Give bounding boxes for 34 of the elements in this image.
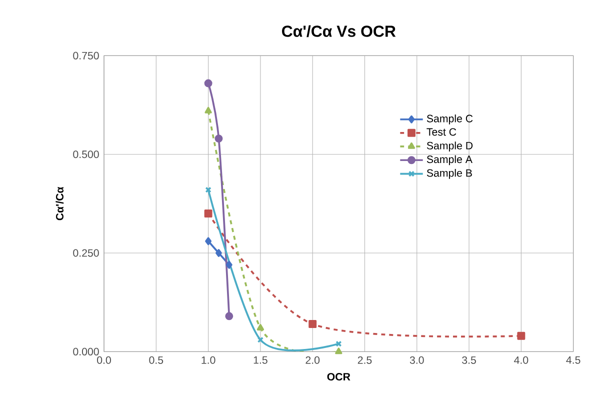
legend-label: Sample A — [426, 155, 472, 166]
point — [308, 320, 317, 328]
x-tick-label: 2.0 — [306, 356, 320, 364]
point — [226, 260, 232, 269]
point — [257, 336, 264, 343]
point — [204, 106, 212, 114]
point — [214, 134, 223, 143]
x-tick-label: 1.0 — [202, 356, 216, 364]
y-tick-label: 0.000 — [73, 348, 99, 356]
y-tick-label: 0.250 — [73, 249, 99, 257]
point — [204, 79, 212, 88]
x-tick-label: 2.5 — [358, 356, 372, 364]
x-tick-label: 1.5 — [254, 356, 268, 364]
legend-label: Sample C — [426, 114, 473, 124]
point — [335, 348, 342, 354]
x-tick-label: 0.5 — [149, 356, 164, 364]
x-tick-label: 4.0 — [514, 356, 528, 364]
y-axis-title: Cα'/Cα — [56, 186, 64, 220]
point — [517, 332, 526, 340]
point — [225, 312, 234, 320]
chart-title: Cα'/Cα Vs OCR — [282, 25, 396, 38]
legend-label: Test C — [426, 128, 456, 136]
y-tick-label: 0.500 — [73, 150, 99, 158]
point — [205, 237, 212, 246]
x-tick-label: 0.0 — [97, 356, 111, 364]
point — [204, 210, 212, 218]
legend-label: Sample B — [426, 168, 472, 179]
x-tick-label: 3.5 — [462, 356, 476, 364]
x-axis-title: OCR — [327, 373, 350, 381]
x-tick-label: 4.5 — [566, 356, 580, 364]
x-tick-label: 3.0 — [410, 356, 424, 364]
legend-label: Sample D — [426, 142, 473, 152]
point — [256, 324, 264, 330]
y-tick-label: 0.750 — [73, 52, 99, 60]
